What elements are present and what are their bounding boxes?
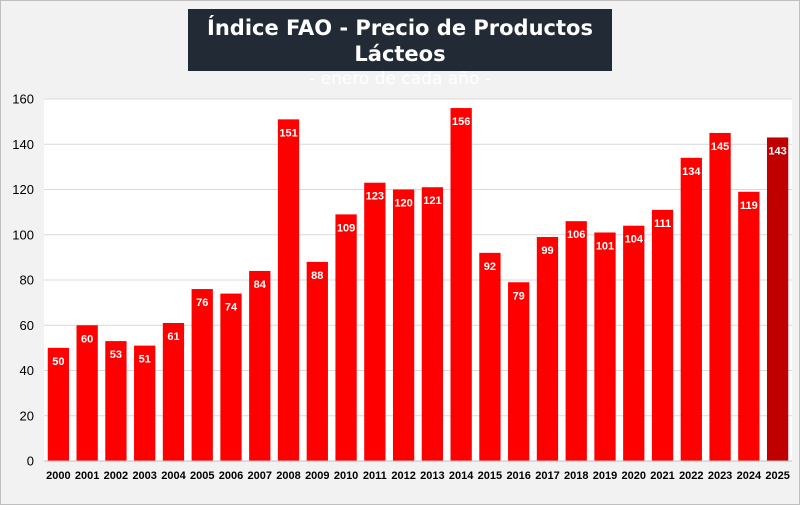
data-label: 151 — [279, 127, 297, 139]
y-tick-label: 100 — [12, 227, 34, 242]
data-label: 53 — [110, 349, 122, 361]
bar — [536, 237, 559, 461]
bar — [651, 209, 674, 461]
x-tick-label: 2014 — [449, 470, 474, 482]
bar — [766, 137, 789, 461]
x-tick-label: 2018 — [564, 470, 588, 482]
x-tick-label: 2025 — [765, 470, 789, 482]
y-tick-label: 0 — [27, 454, 34, 469]
data-label: 145 — [711, 141, 729, 153]
data-label: 51 — [139, 354, 151, 366]
bar — [565, 221, 587, 461]
y-tick-label: 20 — [20, 408, 34, 423]
x-tick-label: 2010 — [334, 470, 358, 482]
data-label: 79 — [513, 290, 525, 302]
x-tick-label: 2021 — [650, 470, 674, 482]
bar — [105, 341, 127, 461]
bar — [47, 347, 70, 461]
data-label: 99 — [541, 245, 553, 257]
x-tick-label: 2000 — [46, 470, 70, 482]
x-tick-label: 2002 — [104, 470, 128, 482]
x-tick-label: 2020 — [622, 470, 646, 482]
y-tick-label: 140 — [12, 137, 34, 152]
bar — [508, 282, 530, 461]
x-tick-label: 2016 — [506, 470, 530, 482]
x-tick-label: 2024 — [737, 470, 762, 482]
bar — [680, 157, 702, 461]
y-tick-label: 160 — [12, 92, 34, 107]
bar — [306, 261, 328, 461]
data-label: 76 — [196, 297, 208, 309]
bar — [249, 270, 271, 461]
y-tick-label: 60 — [20, 318, 34, 333]
x-tick-label: 2003 — [132, 470, 156, 482]
x-tick-label: 2008 — [276, 470, 300, 482]
x-tick-label: 2012 — [391, 470, 415, 482]
title-box: Índice FAO - Precio de Productos Lácteos… — [188, 9, 612, 89]
bar — [623, 225, 645, 461]
data-label: 88 — [311, 270, 323, 282]
bar — [134, 345, 156, 461]
bar — [709, 132, 731, 461]
bar — [277, 119, 300, 462]
bar — [335, 214, 357, 461]
data-label: 121 — [423, 195, 441, 207]
data-label: 74 — [225, 302, 238, 314]
bar — [479, 252, 501, 461]
data-label: 50 — [52, 356, 64, 368]
data-label: 111 — [654, 218, 671, 230]
x-tick-label: 2017 — [535, 470, 559, 482]
y-tick-label: 120 — [12, 182, 34, 197]
data-label: 109 — [337, 222, 355, 234]
x-tick-label: 2001 — [75, 470, 99, 482]
bar — [450, 108, 472, 462]
x-tick-label: 2013 — [420, 470, 444, 482]
data-label: 60 — [81, 333, 93, 345]
x-tick-label: 2006 — [219, 470, 243, 482]
bar — [594, 232, 616, 461]
x-tick-label: 2011 — [363, 470, 387, 482]
x-tick-label: 2015 — [478, 470, 502, 482]
y-tick-label: 80 — [20, 273, 34, 288]
data-label: 120 — [394, 198, 412, 210]
y-tick-label: 40 — [20, 363, 34, 378]
x-tick-label: 2023 — [708, 470, 732, 482]
data-label: 134 — [682, 166, 701, 178]
bar — [421, 187, 444, 462]
data-label: 84 — [254, 279, 267, 291]
x-tick-label: 2004 — [161, 470, 186, 482]
bar — [162, 322, 185, 461]
data-label: 104 — [625, 234, 644, 246]
x-tick-label: 2009 — [305, 470, 329, 482]
data-label: 106 — [567, 229, 585, 241]
bar — [76, 325, 98, 461]
data-label: 92 — [484, 261, 496, 273]
bar — [220, 293, 242, 461]
chart-title: Índice FAO - Precio de Productos Lácteos — [207, 16, 593, 66]
bar — [738, 191, 760, 461]
bar — [364, 182, 386, 461]
data-label: 123 — [366, 191, 384, 203]
data-label: 143 — [768, 145, 786, 157]
bar — [392, 189, 415, 461]
data-label: 101 — [596, 240, 614, 252]
x-tick-label: 2007 — [248, 470, 272, 482]
data-label: 119 — [740, 200, 758, 212]
chart-subtitle: - enero de cada año - — [309, 69, 491, 89]
data-label: 156 — [452, 116, 470, 128]
bar — [191, 289, 213, 461]
x-tick-label: 2019 — [593, 470, 617, 482]
x-tick-label: 2022 — [679, 470, 703, 482]
x-tick-label: 2005 — [190, 470, 214, 482]
data-label: 61 — [167, 331, 179, 343]
